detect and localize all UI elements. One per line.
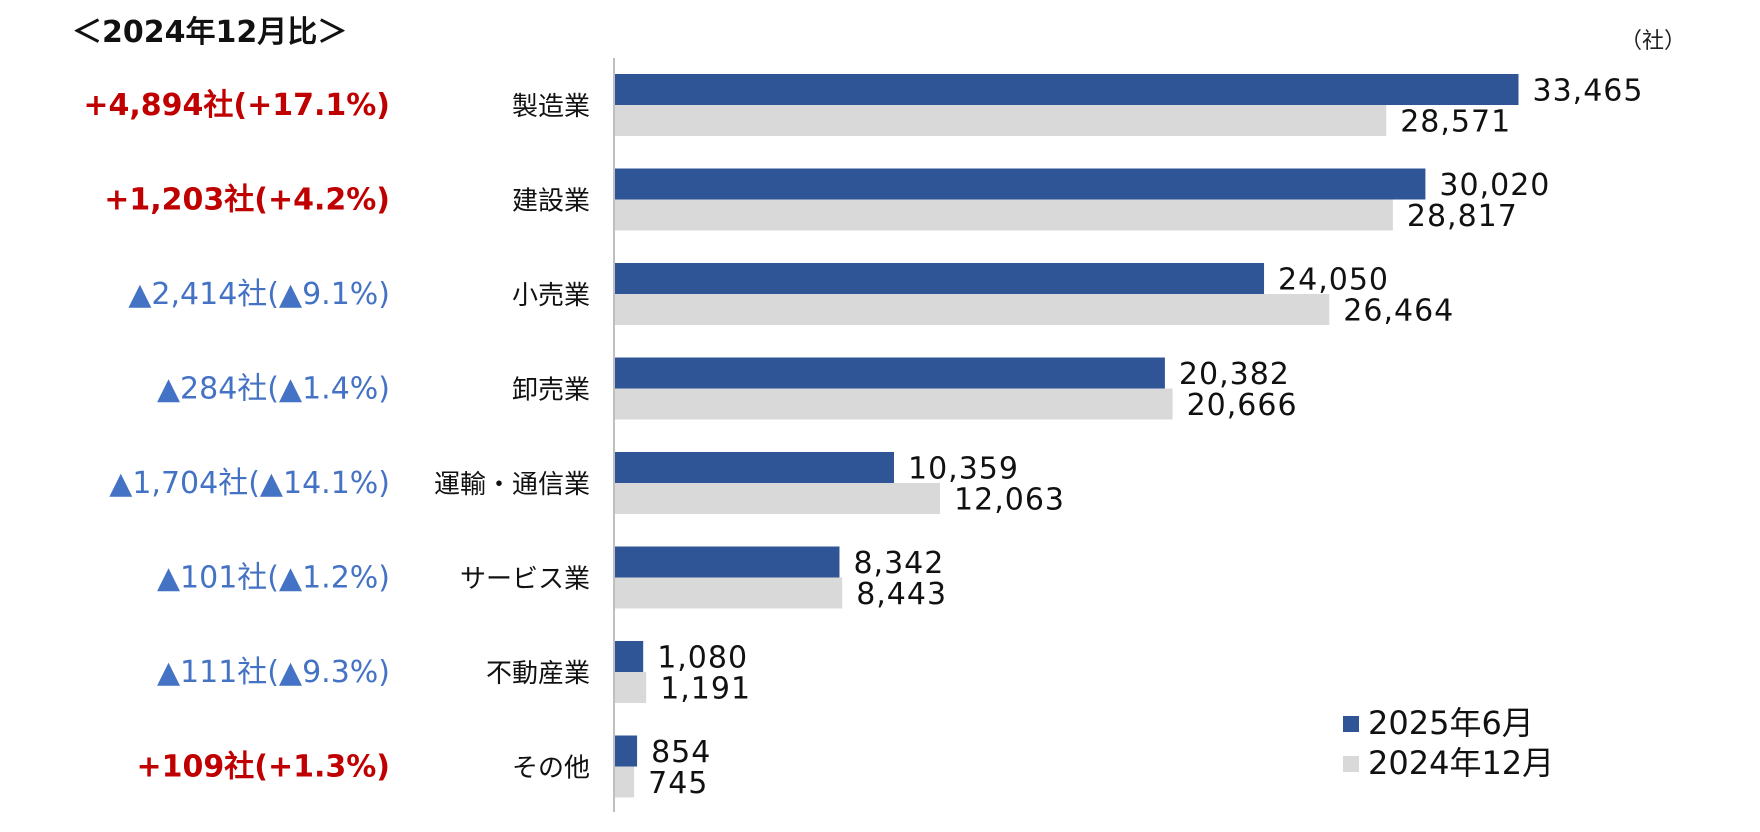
value-label: 20,666 [1187,388,1298,423]
value-label: 8,443 [856,577,947,612]
difference-label: ▲2,414社(▲9.1%) [128,277,390,312]
bar-2025-06 [614,735,638,767]
legend-entry: 2024年12月 [1368,744,1554,782]
category-label: サービス業 [460,565,590,595]
difference-label: ▲1,704社(▲14.1%) [109,466,390,501]
value-label: 10,359 [908,452,1019,487]
value-label: 20,382 [1179,357,1290,392]
value-label: 24,050 [1278,263,1389,298]
value-label: 33,465 [1533,74,1644,109]
category-label: 製造業 [512,92,590,122]
bar-2024-12 [614,483,941,514]
difference-label: ▲284社(▲1.4%) [157,372,390,407]
category-label: その他 [512,754,590,784]
difference-label: ▲101社(▲1.2%) [157,561,390,596]
bar-2024-12 [614,577,843,609]
value-label: 8,342 [853,546,944,581]
bar-2024-12 [614,672,647,703]
difference-label: ▲111社(▲9.3%) [157,655,390,690]
difference-label: +109社(+1.3%) [136,750,390,785]
category-label: 運輸・通信業 [434,470,590,500]
unit-label: （社） [1620,29,1686,54]
bar-2024-12 [614,766,635,798]
value-label: 745 [648,766,708,801]
bar-2025-06 [614,168,1426,200]
bar-2024-12 [614,294,1330,325]
bar-2024-12 [614,199,1393,231]
value-label: 1,080 [657,641,748,676]
legend-swatch [1343,756,1359,772]
value-label: 28,571 [1400,105,1511,140]
bar-2025-06 [614,74,1519,105]
category-label: 卸売業 [512,376,590,406]
bar-2025-06 [614,357,1165,389]
plot-area: 製造業 +4,894社(+17.1%) 33,465 28,571 建設業 +1,203社… [83,58,1644,812]
bar-2024-12 [614,388,1173,420]
bar-2025-06 [614,263,1265,294]
category-label: 建設業 [512,187,590,217]
difference-label: +4,894社(+17.1%) [83,88,390,123]
comparison-header: ＜2024年12月比＞ [72,15,347,50]
category-label: 不動産業 [486,659,590,689]
value-label: 28,817 [1407,199,1518,234]
value-label: 26,464 [1343,294,1454,329]
legend-swatch [1343,716,1359,732]
bar-2025-06 [614,452,894,483]
value-label: 1,191 [660,672,751,707]
value-label: 12,063 [954,483,1065,518]
legend-entry: 2025年6月 [1368,704,1534,742]
bar-2025-06 [614,641,644,672]
value-label: 854 [651,735,711,770]
bar-2024-12 [614,105,1387,136]
category-label: 小売業 [512,281,590,311]
bar-2025-06 [614,546,840,578]
value-label: 30,020 [1439,168,1550,203]
difference-label: +1,203社(+4.2%) [104,183,390,218]
